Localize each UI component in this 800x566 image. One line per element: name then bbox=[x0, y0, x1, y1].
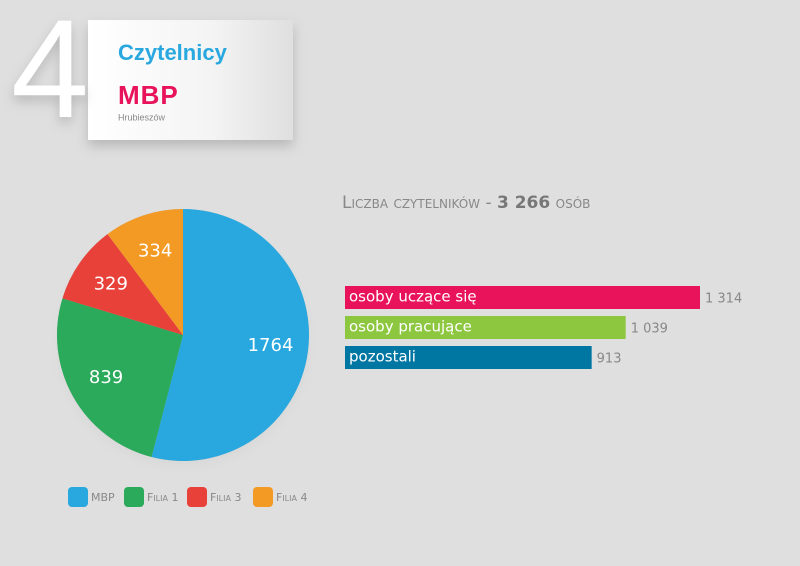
bar-value-label: 1 039 bbox=[631, 322, 668, 337]
slice-label: 1764 bbox=[248, 335, 294, 356]
summary-total: 3 266 bbox=[497, 193, 550, 213]
legend-swatch bbox=[124, 487, 144, 507]
pie-slice bbox=[107, 209, 183, 335]
summary-label: Liczba czytelników bbox=[342, 193, 480, 213]
logo: MBP bbox=[118, 80, 179, 110]
legend-swatch bbox=[187, 487, 207, 507]
bar bbox=[345, 316, 626, 339]
header-panel bbox=[88, 20, 293, 140]
bar-category: osoby pracujące bbox=[349, 318, 472, 336]
section-title: Czytelnicy bbox=[118, 40, 228, 65]
legend-swatch bbox=[253, 487, 273, 507]
summary-dash: - bbox=[485, 193, 491, 213]
slice-label: 329 bbox=[94, 273, 128, 294]
pie-slice bbox=[151, 209, 309, 461]
legend-label: MBP bbox=[91, 491, 115, 504]
legend-label: Filia 1 bbox=[147, 491, 178, 504]
logo-caption: Hrubieszów bbox=[118, 112, 166, 122]
bar-value-label: 1 314 bbox=[705, 292, 742, 307]
bar bbox=[345, 346, 592, 369]
bar-category: osoby uczące się bbox=[349, 288, 477, 306]
bar-value-label: 913 bbox=[597, 352, 622, 367]
legend-swatch bbox=[68, 487, 88, 507]
bar bbox=[345, 286, 700, 309]
summary: Liczba czytelników - 3 266 osób bbox=[342, 193, 590, 213]
legend-label: Filia 3 bbox=[210, 491, 241, 504]
legend-label: Filia 4 bbox=[276, 491, 307, 504]
pie-slice bbox=[62, 234, 183, 335]
bar-category: pozostali bbox=[349, 348, 416, 366]
section-number: 4 bbox=[11, 0, 89, 147]
slice-label: 839 bbox=[89, 367, 123, 388]
pie-slice bbox=[56, 298, 183, 458]
slice-label: 334 bbox=[138, 240, 172, 261]
summary-unit: osób bbox=[556, 193, 591, 213]
